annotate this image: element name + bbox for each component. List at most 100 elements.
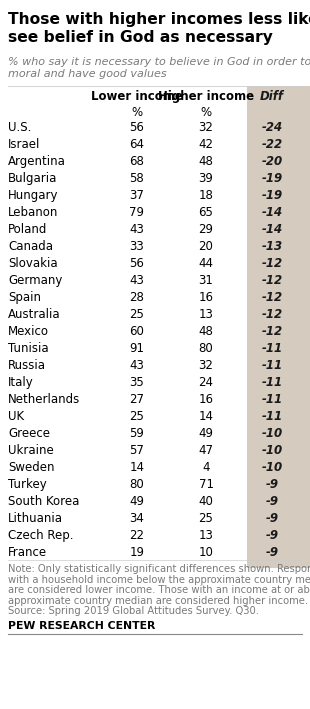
Text: -10: -10: [261, 445, 282, 457]
Text: -10: -10: [261, 462, 282, 474]
Text: Bulgaria: Bulgaria: [8, 172, 57, 186]
Text: U.S.: U.S.: [8, 121, 31, 135]
Text: 4: 4: [202, 462, 210, 474]
Text: Tunisia: Tunisia: [8, 342, 49, 355]
Text: 91: 91: [130, 342, 144, 355]
Text: Those with higher incomes less likely to
see belief in God as necessary: Those with higher incomes less likely to…: [8, 12, 310, 45]
Text: 56: 56: [130, 121, 144, 135]
Text: -22: -22: [261, 138, 282, 152]
Text: 20: 20: [199, 240, 214, 253]
Text: 34: 34: [130, 513, 144, 525]
Text: Diff: Diff: [260, 90, 284, 103]
Text: Note: Only statistically significant differences shown. Respondents: Note: Only statistically significant dif…: [8, 564, 310, 574]
Text: Germany: Germany: [8, 274, 62, 287]
Text: 49: 49: [198, 428, 214, 440]
Text: 43: 43: [130, 274, 144, 287]
Text: 14: 14: [198, 411, 214, 423]
Text: 43: 43: [130, 359, 144, 372]
Text: 79: 79: [130, 206, 144, 220]
Text: approximate country median are considered higher income.: approximate country median are considere…: [8, 596, 308, 606]
Text: 40: 40: [199, 496, 214, 508]
Text: 25: 25: [130, 411, 144, 423]
Text: 37: 37: [130, 189, 144, 203]
Text: -12: -12: [261, 325, 282, 338]
Text: 25: 25: [199, 513, 214, 525]
Text: -12: -12: [261, 274, 282, 287]
Text: Italy: Italy: [8, 376, 34, 389]
Text: are considered lower income. Those with an income at or above the: are considered lower income. Those with …: [8, 586, 310, 596]
Text: Israel: Israel: [8, 138, 40, 152]
Text: -19: -19: [261, 172, 282, 186]
Text: Canada: Canada: [8, 240, 53, 253]
Text: -12: -12: [261, 291, 282, 304]
Text: UK: UK: [8, 411, 24, 423]
Text: 29: 29: [198, 223, 214, 236]
Text: with a household income below the approximate country median: with a household income below the approx…: [8, 575, 310, 585]
Text: 13: 13: [199, 308, 214, 321]
Text: Lebanon: Lebanon: [8, 206, 58, 220]
Text: France: France: [8, 547, 47, 559]
Text: 71: 71: [198, 479, 214, 491]
Text: Hungary: Hungary: [8, 189, 59, 203]
Text: -12: -12: [261, 257, 282, 270]
Text: Lower income: Lower income: [91, 90, 183, 103]
Text: 18: 18: [199, 189, 214, 203]
Text: 14: 14: [130, 462, 144, 474]
Text: -13: -13: [261, 240, 282, 253]
Text: 32: 32: [199, 359, 214, 372]
Text: 68: 68: [130, 155, 144, 169]
Text: -11: -11: [261, 393, 282, 406]
Text: Greece: Greece: [8, 428, 50, 440]
Text: South Korea: South Korea: [8, 496, 79, 508]
Text: 57: 57: [130, 445, 144, 457]
Text: Lithuania: Lithuania: [8, 513, 63, 525]
Text: %: %: [131, 106, 143, 119]
Text: 56: 56: [130, 257, 144, 270]
Text: Russia: Russia: [8, 359, 46, 372]
Text: -20: -20: [261, 155, 282, 169]
Text: 16: 16: [198, 291, 214, 304]
Bar: [247, 86, 310, 568]
Text: 16: 16: [198, 393, 214, 406]
Text: 10: 10: [199, 547, 214, 559]
Text: 47: 47: [198, 445, 214, 457]
Text: 32: 32: [199, 121, 214, 135]
Text: Sweden: Sweden: [8, 462, 55, 474]
Text: Argentina: Argentina: [8, 155, 66, 169]
Text: 22: 22: [130, 530, 144, 542]
Text: 19: 19: [130, 547, 144, 559]
Text: -19: -19: [261, 189, 282, 203]
Text: 48: 48: [199, 325, 214, 338]
Text: Turkey: Turkey: [8, 479, 47, 491]
Text: Mexico: Mexico: [8, 325, 49, 338]
Text: Netherlands: Netherlands: [8, 393, 80, 406]
Text: PEW RESEARCH CENTER: PEW RESEARCH CENTER: [8, 621, 155, 631]
Text: 48: 48: [199, 155, 214, 169]
Text: -14: -14: [261, 206, 282, 220]
Text: -11: -11: [261, 342, 282, 355]
Text: %: %: [201, 106, 211, 119]
Text: 49: 49: [130, 496, 144, 508]
Text: -11: -11: [261, 376, 282, 389]
Text: 60: 60: [130, 325, 144, 338]
Text: 44: 44: [198, 257, 214, 270]
Text: 39: 39: [199, 172, 214, 186]
Text: 80: 80: [130, 479, 144, 491]
Text: -9: -9: [265, 547, 278, 559]
Text: 64: 64: [130, 138, 144, 152]
Text: Czech Rep.: Czech Rep.: [8, 530, 73, 542]
Text: 80: 80: [199, 342, 213, 355]
Text: -9: -9: [265, 530, 278, 542]
Text: -9: -9: [265, 496, 278, 508]
Text: -11: -11: [261, 411, 282, 423]
Text: 59: 59: [130, 428, 144, 440]
Text: 35: 35: [130, 376, 144, 389]
Text: Spain: Spain: [8, 291, 41, 304]
Text: 58: 58: [130, 172, 144, 186]
Text: Australia: Australia: [8, 308, 61, 321]
Text: 31: 31: [199, 274, 214, 287]
Text: 13: 13: [199, 530, 214, 542]
Text: 65: 65: [199, 206, 214, 220]
Text: 28: 28: [130, 291, 144, 304]
Text: -24: -24: [261, 121, 282, 135]
